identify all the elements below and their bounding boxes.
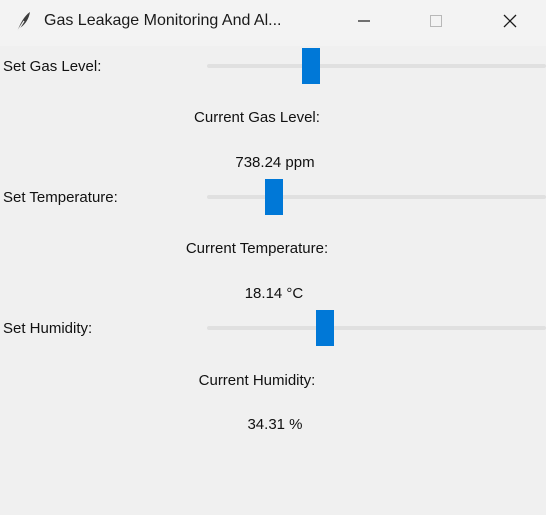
maximize-icon [429, 14, 443, 33]
slider-thumb[interactable] [264, 179, 283, 215]
close-button[interactable] [482, 0, 538, 46]
slider-track[interactable] [207, 64, 546, 68]
humidity-slider[interactable] [207, 310, 546, 346]
current-temperature-value: 18.14 °C [244, 285, 304, 302]
main-content: Set Gas Level: Current Gas Level: 738.24… [0, 46, 546, 515]
slider-track[interactable] [207, 326, 546, 330]
humidity-label: Set Humidity: [3, 320, 93, 337]
current-gas-level-label: Current Gas Level: [194, 109, 320, 126]
gas-level-label: Set Gas Level: [3, 58, 102, 75]
window-title: Gas Leakage Monitoring And Al... [44, 12, 282, 29]
minimize-icon [357, 14, 371, 33]
title-bar[interactable]: Gas Leakage Monitoring And Al... [0, 0, 546, 46]
current-humidity-value: 34.31 % [247, 416, 303, 433]
temperature-label: Set Temperature: [3, 189, 118, 206]
gas-level-slider[interactable] [207, 48, 546, 84]
slider-thumb[interactable] [302, 48, 321, 84]
temperature-slider[interactable] [207, 179, 546, 215]
current-humidity-label: Current Humidity: [198, 372, 316, 389]
maximize-button[interactable] [408, 0, 464, 46]
slider-thumb[interactable] [315, 310, 334, 346]
current-gas-level-value: 738.24 ppm [235, 154, 315, 171]
current-temperature-label: Current Temperature: [185, 240, 329, 257]
feather-icon [14, 11, 32, 33]
close-icon [503, 14, 517, 33]
slider-track[interactable] [207, 195, 546, 199]
minimize-button[interactable] [336, 0, 392, 46]
